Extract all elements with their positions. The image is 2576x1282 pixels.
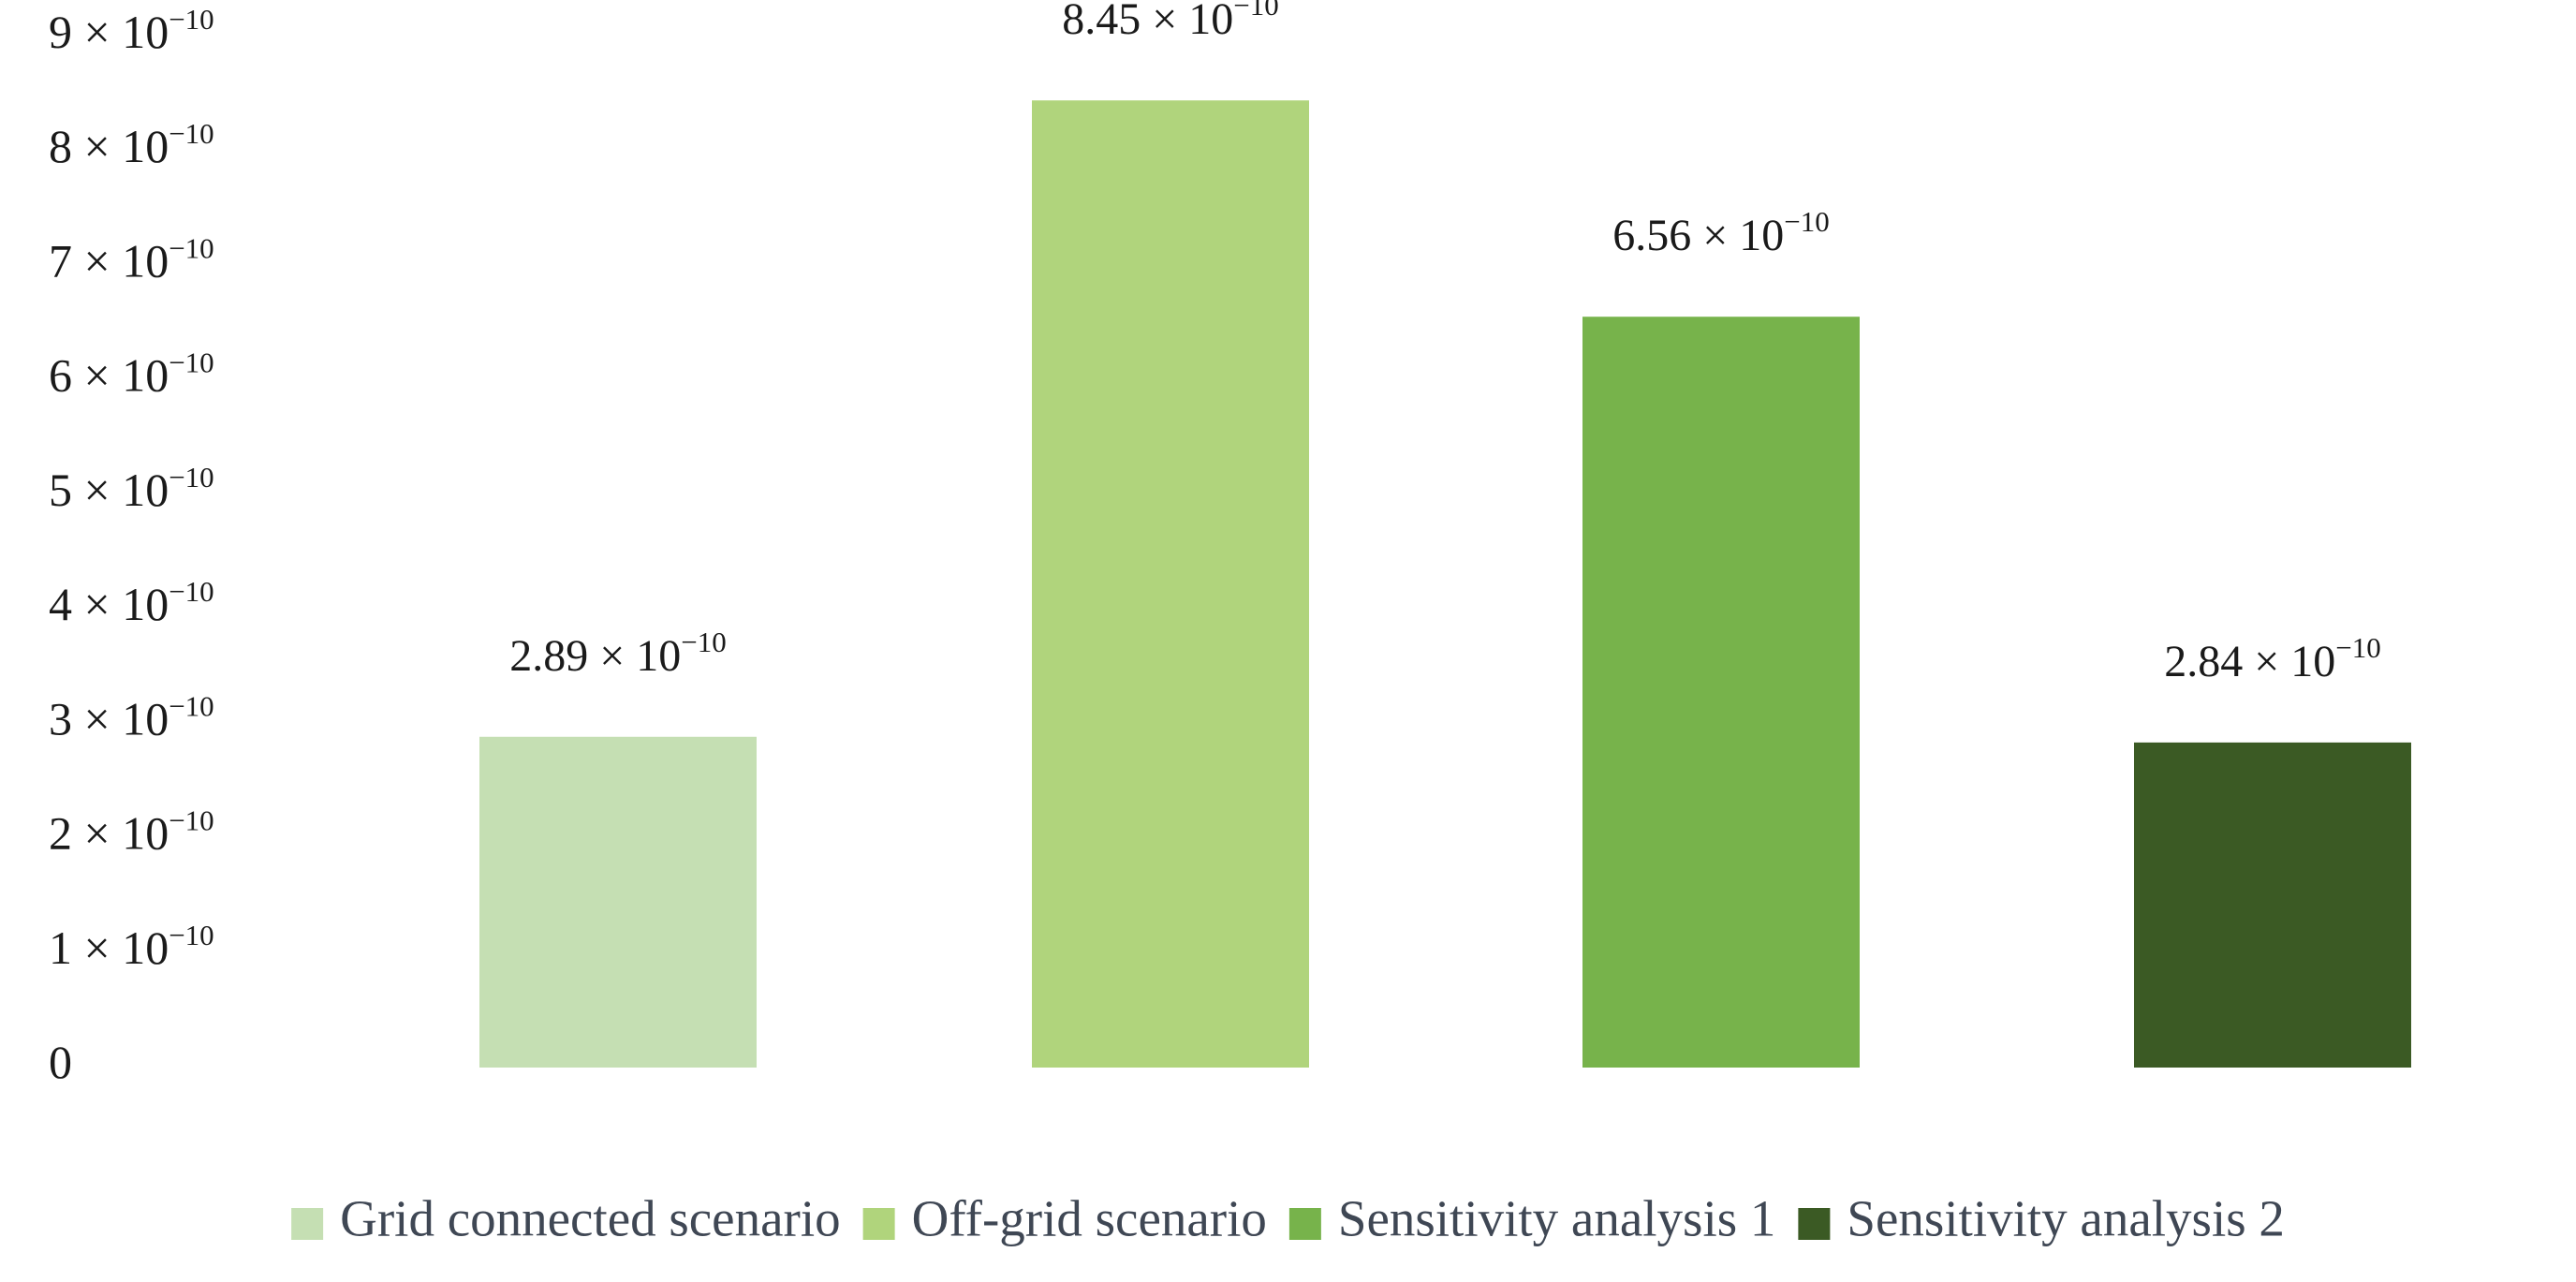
y-tick-label-base: 3 × 10 bbox=[49, 693, 169, 745]
bars bbox=[479, 100, 2411, 1068]
y-tick-label-base: 5 × 10 bbox=[49, 464, 169, 516]
bar-value-label: 2.84 × 10−10 bbox=[2164, 631, 2381, 686]
y-tick-label-exponent: −10 bbox=[169, 117, 213, 150]
y-tick-label-exponent: −10 bbox=[169, 804, 213, 837]
y-tick-label: 4 × 10−10 bbox=[49, 575, 214, 630]
bar-1 bbox=[479, 736, 757, 1068]
bar-value-label-base: 6.56 × 10 bbox=[1612, 211, 1784, 260]
y-tick-label-exponent: −10 bbox=[169, 232, 213, 265]
y-tick-label: 8 × 10−10 bbox=[49, 117, 214, 172]
bar-value-label-exponent: −10 bbox=[681, 626, 726, 658]
bar-2 bbox=[1032, 100, 1309, 1068]
y-tick-label: 0 bbox=[49, 1036, 72, 1088]
legend-label: Sensitivity analysis 2 bbox=[1847, 1190, 2285, 1247]
y-tick-label-exponent: −10 bbox=[169, 461, 213, 494]
legend-label: Grid connected scenario bbox=[340, 1190, 840, 1247]
y-tick-label-exponent: −10 bbox=[169, 346, 213, 379]
legend-swatch bbox=[862, 1208, 895, 1240]
y-tick-label: 2 × 10−10 bbox=[49, 804, 214, 860]
legend-swatch bbox=[1798, 1208, 1831, 1240]
legend-swatch bbox=[291, 1208, 324, 1240]
bar-3 bbox=[1582, 317, 1860, 1068]
y-tick-label-exponent: −10 bbox=[169, 689, 213, 722]
y-tick-label: 5 × 10−10 bbox=[49, 461, 214, 516]
y-tick-label-base: 6 × 10 bbox=[49, 349, 169, 402]
bar-value-label-base: 8.45 × 10 bbox=[1062, 0, 1233, 44]
bar-value-label-exponent: −10 bbox=[1233, 0, 1278, 22]
bar-value-label: 6.56 × 10−10 bbox=[1612, 205, 1830, 260]
y-tick-label-base: 0 bbox=[49, 1036, 72, 1088]
bar-value-label-base: 2.89 × 10 bbox=[509, 631, 681, 681]
y-tick-label: 6 × 10−10 bbox=[49, 346, 214, 402]
y-tick-label-exponent: −10 bbox=[169, 575, 213, 608]
y-axis-ticks: 01 × 10−102 × 10−103 × 10−104 × 10−105 ×… bbox=[49, 3, 214, 1088]
legend-label: Off-grid scenario bbox=[912, 1190, 1267, 1247]
legend: Grid connected scenario Off-grid scenario… bbox=[291, 1190, 2285, 1247]
y-tick-label-exponent: −10 bbox=[169, 3, 213, 36]
y-tick-label: 1 × 10−10 bbox=[49, 919, 214, 974]
bar-value-label-exponent: −10 bbox=[1784, 205, 1829, 238]
y-tick-label-base: 2 × 10 bbox=[49, 807, 169, 860]
bar-value-label-base: 2.84 × 10 bbox=[2164, 637, 2335, 686]
y-tick-label-base: 7 × 10 bbox=[49, 235, 169, 287]
bar-4 bbox=[2134, 742, 2411, 1068]
legend-swatch bbox=[1288, 1208, 1321, 1240]
y-tick-label-base: 8 × 10 bbox=[49, 121, 169, 173]
legend-label: Sensitivity analysis 1 bbox=[1338, 1190, 1776, 1247]
bar-value-label-exponent: −10 bbox=[2335, 631, 2380, 664]
y-tick-label-base: 9 × 10 bbox=[49, 6, 169, 58]
y-tick-label-exponent: −10 bbox=[169, 919, 213, 951]
y-tick-label: 3 × 10−10 bbox=[49, 689, 214, 744]
y-tick-label-base: 1 × 10 bbox=[49, 921, 169, 974]
bar-value-label: 8.45 × 10−10 bbox=[1062, 0, 1279, 44]
y-tick-label-base: 4 × 10 bbox=[49, 579, 169, 631]
bar-value-label: 2.89 × 10−10 bbox=[509, 626, 727, 681]
y-tick-label: 9 × 10−10 bbox=[49, 3, 214, 58]
y-tick-label: 7 × 10−10 bbox=[49, 232, 214, 287]
bar-data-labels: 2.89 × 10−108.45 × 10−106.56 × 10−102.84… bbox=[509, 0, 2381, 686]
